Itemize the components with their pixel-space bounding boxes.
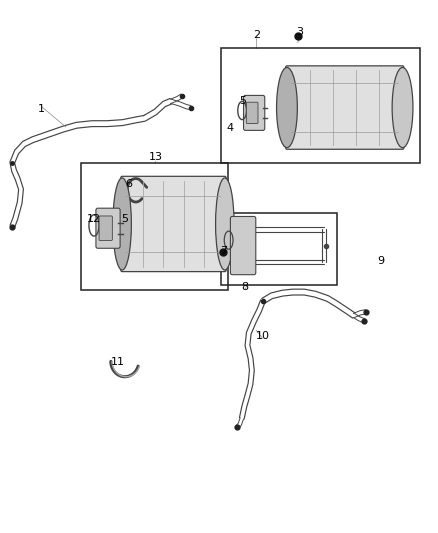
Text: 11: 11 (111, 358, 125, 367)
Text: 6: 6 (126, 179, 133, 189)
FancyBboxPatch shape (99, 216, 112, 240)
Text: 9: 9 (378, 256, 385, 266)
Ellipse shape (215, 178, 234, 270)
Text: 13: 13 (148, 152, 162, 162)
Text: 3: 3 (297, 27, 304, 37)
Ellipse shape (276, 68, 297, 148)
Ellipse shape (392, 68, 413, 148)
FancyBboxPatch shape (244, 95, 265, 131)
Text: 8: 8 (242, 282, 249, 292)
FancyBboxPatch shape (96, 208, 120, 248)
Text: 7: 7 (220, 246, 227, 255)
FancyBboxPatch shape (121, 176, 226, 272)
FancyBboxPatch shape (286, 66, 404, 149)
Bar (221, 213, 337, 285)
Text: 10: 10 (256, 331, 270, 341)
Text: 1: 1 (38, 104, 45, 114)
Text: 4: 4 (226, 123, 233, 133)
Text: 5: 5 (240, 96, 247, 106)
FancyBboxPatch shape (246, 102, 258, 124)
Bar (221, 48, 420, 163)
Bar (81, 163, 228, 290)
Text: 12: 12 (87, 214, 101, 223)
FancyBboxPatch shape (230, 216, 256, 274)
Ellipse shape (113, 178, 131, 270)
Text: 5: 5 (121, 214, 128, 223)
Text: 2: 2 (253, 30, 260, 39)
